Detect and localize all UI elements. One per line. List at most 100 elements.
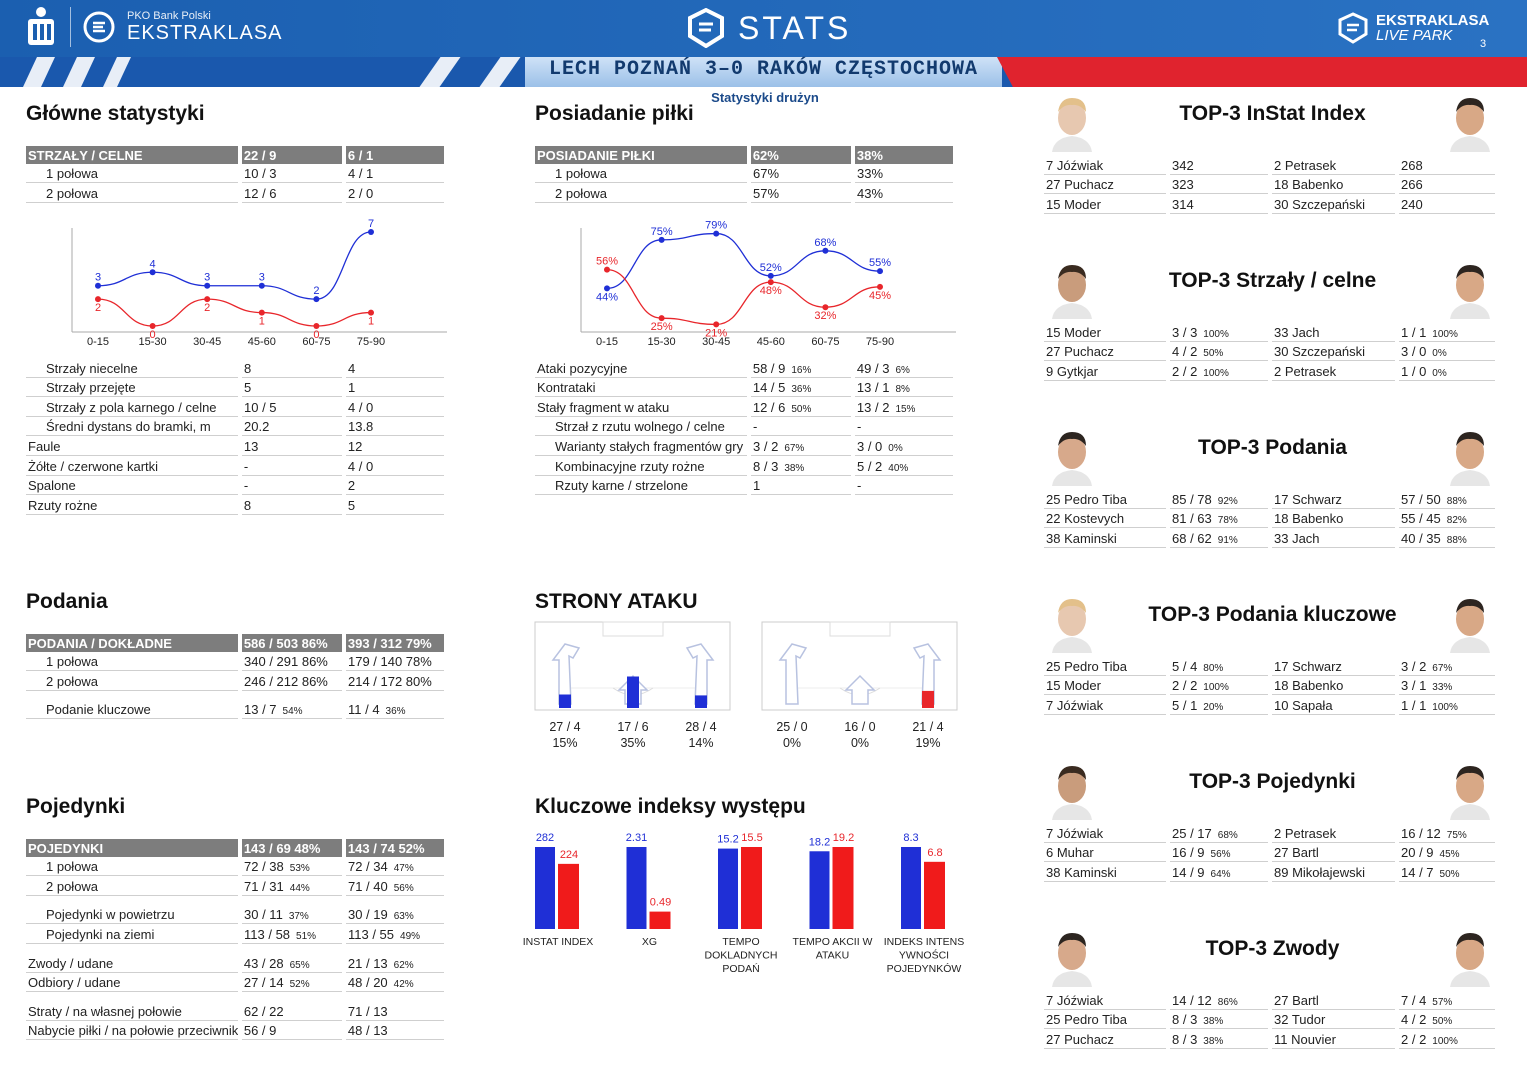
- attack-percent: 19%: [915, 736, 940, 750]
- player-avatar-icon: [1444, 90, 1496, 152]
- row-label: POSIADANIE PIŁKI: [535, 145, 747, 164]
- away-player: 89 Mikołajewski: [1272, 862, 1395, 882]
- top3-title: TOP-3 Podania: [1198, 436, 1347, 459]
- away-cell: 30 / 19 63%: [345, 905, 444, 925]
- player-photo: [1046, 257, 1098, 319]
- away-cell-value: 49 / 3: [856, 360, 890, 376]
- away-cell: 214 / 172 80%: [345, 671, 444, 691]
- row-label-value: Podanie kluczowe: [46, 702, 151, 718]
- data-label: 48%: [760, 285, 782, 297]
- player-photo: [1444, 758, 1496, 820]
- home-player-value: 14 / 12 86%: [1170, 990, 1268, 1010]
- row-label: Strzały niecelne: [26, 358, 239, 378]
- away-cell: 12: [345, 436, 444, 456]
- main-stats-rows: Strzały niecelne 8 4 Strzały przejęte 5 1 Strz…: [26, 358, 448, 515]
- attack-percent: 35%: [620, 736, 645, 750]
- away-cell-value: 214 / 172 80%: [347, 673, 432, 689]
- top3-row: 27 Puchacz 323 18 Babenko 266: [1044, 175, 1499, 195]
- away-player-value: 17 Schwarz: [1274, 658, 1342, 674]
- row-label: Warianty stałych fragmentów gry: [535, 436, 748, 456]
- away-player-value-value: 1 / 1: [1401, 324, 1427, 340]
- home-player-value: 25 Pedro Tiba: [1046, 658, 1127, 674]
- home-cell-percent: 16%: [791, 364, 812, 376]
- top3-title: TOP-3 Strzały / celne: [1168, 269, 1377, 292]
- attack-arrow: [551, 643, 581, 705]
- home-cell: 62 / 22: [241, 1001, 342, 1021]
- away-cell-percent: 40%: [888, 462, 909, 474]
- home-player: 6 Muhar: [1044, 843, 1166, 863]
- away-player-value-percent: 33%: [1432, 682, 1453, 694]
- away-player-value-value: 240: [1401, 196, 1423, 212]
- home-player-value: 7 Jóźwiak: [1046, 992, 1104, 1008]
- home-cell: -: [751, 417, 851, 437]
- row-label: Strzały przejęte: [26, 378, 239, 398]
- row-label-value: POJEDYNKI: [28, 840, 104, 856]
- away-cell: 5 / 2 40%: [854, 456, 953, 476]
- away-player-value-value: 1 / 1: [1401, 697, 1427, 713]
- home-player-value-value: 4 / 2: [1172, 344, 1198, 360]
- home-cell-percent: 38%: [784, 462, 805, 474]
- x-tick-label: 0-15: [87, 336, 109, 348]
- data-point: [258, 282, 265, 289]
- away-cell-value: 21 / 13: [347, 955, 388, 971]
- table-row: Kontrataki 14 / 5 36% 13 / 1 8%: [535, 378, 957, 398]
- home-player-value: 14 / 9 64%: [1170, 862, 1268, 882]
- home-cell-value: 67%: [753, 166, 780, 182]
- row-label: Faule: [26, 436, 238, 456]
- away-player-value-value: 268: [1401, 157, 1423, 173]
- home-cell: -: [241, 476, 342, 496]
- away-cell-value: 72 / 34: [347, 859, 388, 875]
- home-cell-percent: 65%: [289, 959, 310, 971]
- row-label-value: 2 połowa: [555, 185, 608, 201]
- home-cell-percent: 50%: [791, 403, 812, 415]
- away-player: 33 Jach: [1272, 528, 1395, 548]
- index-label: TEMPO AKCII W ATAKU: [793, 936, 873, 962]
- home-cell-value: 20.2: [244, 419, 270, 435]
- home-cell-percent: 36%: [791, 384, 812, 396]
- data-point: [149, 323, 156, 329]
- data-point: [658, 315, 665, 322]
- table-row: Podanie kluczowe 13 / 7 54% 11 / 4 36%: [26, 700, 448, 720]
- row-label: Podanie kluczowe: [26, 700, 239, 720]
- home-player-value-percent: 64%: [1210, 868, 1231, 880]
- away-cell-value: 1: [347, 380, 356, 396]
- home-player-value-value: 8 / 3: [1172, 1031, 1198, 1047]
- player-photo: [1046, 758, 1098, 820]
- data-point: [604, 266, 610, 273]
- home-value: 282: [536, 832, 554, 844]
- home-cell: 13 / 7 54%: [242, 700, 342, 720]
- home-player-value: 15 Moder: [1046, 678, 1101, 694]
- away-player-value: 11 Nouvier: [1274, 1031, 1336, 1047]
- home-player-value-percent: 50%: [1203, 348, 1224, 360]
- away-cell: 4: [345, 358, 444, 378]
- home-cell-value: 30 / 11: [244, 907, 283, 923]
- data-label: 21%: [705, 327, 727, 339]
- data-label: 3: [259, 272, 265, 284]
- top3-title: TOP-3 Pojedynki: [1189, 770, 1356, 793]
- possession-table: POSIADANIE PIŁKI 62% 38% 1 połowa 67% 33% 2 po…: [535, 144, 957, 203]
- home-cell: 43 / 28 65%: [241, 953, 342, 973]
- home-cell-value: 12 / 6: [244, 185, 277, 201]
- row-label-value: Kombinacyjne rzuty rożne: [555, 458, 705, 474]
- home-cell-value: 8 / 3: [753, 458, 779, 474]
- row-label-value: 2 połowa: [46, 673, 99, 689]
- away-player-value-percent: 0%: [1432, 367, 1447, 379]
- table-header-row: POSIADANIE PIŁKI 62% 38%: [535, 144, 957, 164]
- row-spacer: [26, 691, 448, 700]
- table-row: Straty / na własnej połowie 62 / 22 71 / 1…: [26, 1001, 448, 1021]
- player-avatar-icon: [1444, 591, 1496, 653]
- home-cell-value: 56 / 9: [243, 1023, 277, 1039]
- row-label-value: Odbiory / udane: [28, 975, 121, 991]
- match-title: LECH POZNAŃ 3–0 RAKÓW CZĘSTOCHOWA: [548, 58, 979, 81]
- pitch-box: [829, 621, 891, 637]
- data-point: [149, 269, 156, 276]
- away-player-value: 1 / 0 0%: [1399, 361, 1495, 381]
- data-label: 0: [150, 329, 156, 341]
- away-player-value: 2 Petrasek: [1274, 157, 1337, 173]
- away-cell-value: 4 / 0: [347, 458, 374, 474]
- table-row: Zwody / udane 43 / 28 65% 21 / 13 62%: [26, 953, 448, 973]
- data-label: 32%: [814, 310, 836, 322]
- away-player-value: 18 Babenko: [1274, 177, 1344, 193]
- home-player-value-percent: 56%: [1210, 849, 1231, 861]
- away-player: 27 Bartl: [1272, 843, 1395, 863]
